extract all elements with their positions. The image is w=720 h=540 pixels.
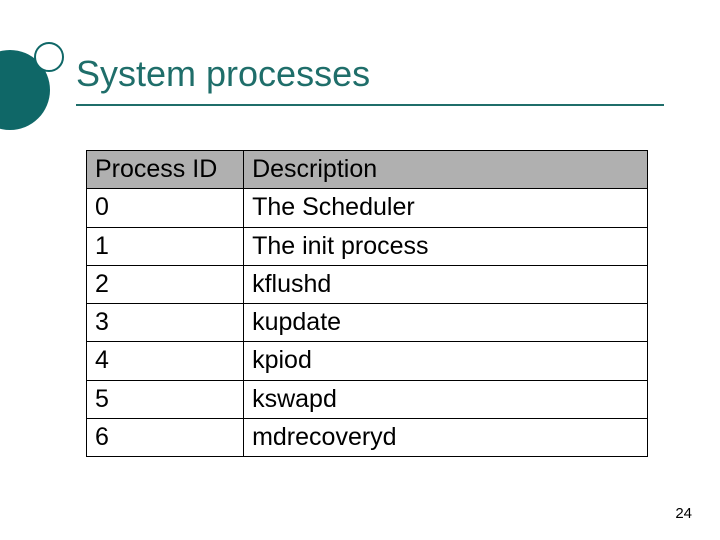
ornament-circle-small — [34, 42, 64, 72]
col-header-description: Description — [244, 151, 648, 189]
cell-description: kupdate — [244, 304, 648, 342]
cell-description: The init process — [244, 227, 648, 265]
cell-description: mdrecoveryd — [244, 418, 648, 456]
cell-process-id: 0 — [87, 189, 244, 227]
process-table: Process ID Description 0 The Scheduler 1… — [86, 150, 648, 457]
cell-process-id: 2 — [87, 265, 244, 303]
cell-process-id: 6 — [87, 418, 244, 456]
table-row: 4 kpiod — [87, 342, 648, 380]
cell-description: kpiod — [244, 342, 648, 380]
content-area: Process ID Description 0 The Scheduler 1… — [86, 150, 648, 457]
cell-description: kflushd — [244, 265, 648, 303]
table-row: 0 The Scheduler — [87, 189, 648, 227]
table-row: 6 mdrecoveryd — [87, 418, 648, 456]
page-number: 24 — [675, 505, 692, 522]
cell-process-id: 3 — [87, 304, 244, 342]
cell-process-id: 5 — [87, 380, 244, 418]
slide: System processes Process ID Description … — [0, 0, 720, 540]
table-row: 3 kupdate — [87, 304, 648, 342]
slide-title: System processes — [76, 54, 664, 94]
table-row: 1 The init process — [87, 227, 648, 265]
cell-process-id: 4 — [87, 342, 244, 380]
corner-ornament — [0, 42, 66, 130]
table-row: 2 kflushd — [87, 265, 648, 303]
cell-description: The Scheduler — [244, 189, 648, 227]
table-row: 5 kswapd — [87, 380, 648, 418]
col-header-process-id: Process ID — [87, 151, 244, 189]
table-header-row: Process ID Description — [87, 151, 648, 189]
title-area: System processes — [76, 54, 664, 106]
cell-description: kswapd — [244, 380, 648, 418]
cell-process-id: 1 — [87, 227, 244, 265]
title-underline — [76, 104, 664, 106]
